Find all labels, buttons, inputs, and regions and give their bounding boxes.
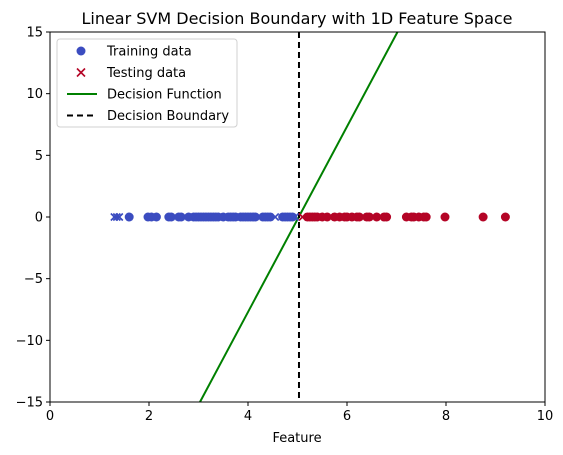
training-point xyxy=(354,212,364,222)
testing-point xyxy=(191,212,201,222)
training-point xyxy=(322,212,332,222)
legend-box xyxy=(56,38,238,128)
training-point xyxy=(265,212,275,222)
testing-point-stroke xyxy=(191,212,201,222)
axes: 0 2 4 6 8 10 −15 −10 −5 0 5 10 15 xyxy=(16,26,554,425)
legend-testing-marker xyxy=(76,67,86,78)
x-tick-label: 4 xyxy=(244,409,252,424)
training-point xyxy=(372,212,382,222)
legend-label: Decision Function xyxy=(107,88,222,103)
x-tick-label: 8 xyxy=(442,409,450,424)
testing-point-stroke xyxy=(204,212,213,222)
y-tick-label: −10 xyxy=(16,334,43,349)
training-point xyxy=(500,212,510,222)
training-point xyxy=(288,212,298,222)
y-tick-label: 0 xyxy=(35,211,43,226)
testing-point-stroke xyxy=(271,212,280,222)
testing-point xyxy=(298,212,307,222)
testing-point xyxy=(112,212,121,222)
training-point xyxy=(421,212,431,222)
testing-point-stroke xyxy=(290,212,300,222)
training-point xyxy=(176,212,186,222)
testing-point xyxy=(271,212,280,222)
testing-point-stroke xyxy=(298,212,307,222)
legend-label: Training data xyxy=(106,45,192,60)
y-tick-label: 5 xyxy=(35,149,43,164)
x-tick-label: 2 xyxy=(145,409,153,424)
y-tick-label: 10 xyxy=(26,87,43,102)
testing-point-stroke xyxy=(370,212,379,222)
testing-point xyxy=(204,212,213,222)
x-axis-label: Feature xyxy=(272,431,321,446)
y-tick-label: 15 xyxy=(26,26,43,41)
testing-point-stroke xyxy=(357,212,366,222)
testing-point xyxy=(234,212,243,222)
testing-point-stroke xyxy=(216,212,225,222)
legend: Training data Testing data Decision Functi… xyxy=(56,38,238,128)
y-tick-label: −5 xyxy=(24,272,43,287)
plot-area xyxy=(110,32,510,402)
testing-point-stroke xyxy=(325,212,334,222)
testing-point-stroke xyxy=(412,212,421,222)
x-tick-label: 6 xyxy=(343,409,351,424)
training-point xyxy=(478,212,488,222)
x-tick-label: 10 xyxy=(537,409,554,424)
legend-label: Decision Boundary xyxy=(107,109,229,124)
testing-point-stroke xyxy=(112,212,121,222)
testing-point xyxy=(290,212,300,222)
testing-point xyxy=(412,212,421,222)
testing-point xyxy=(357,212,366,222)
training-point xyxy=(440,212,450,222)
x-tick-label: 0 xyxy=(46,409,54,424)
testing-point-stroke xyxy=(115,212,124,222)
legend-testing-stroke xyxy=(76,67,86,78)
training-point xyxy=(166,212,176,222)
legend-training-marker xyxy=(76,46,86,56)
training-point xyxy=(382,212,392,222)
y-tick-label: −15 xyxy=(16,396,43,411)
training-point xyxy=(151,212,161,222)
testing-point xyxy=(370,212,379,222)
training-point xyxy=(250,212,260,222)
testing-point xyxy=(325,212,334,222)
plot-content xyxy=(110,32,510,402)
testing-point xyxy=(216,212,225,222)
training-point xyxy=(124,212,134,222)
testing-point xyxy=(115,212,124,222)
legend-label: Testing data xyxy=(106,66,186,81)
chart-title: Linear SVM Decision Boundary with 1D Fea… xyxy=(81,9,512,28)
testing-point-stroke xyxy=(234,212,243,222)
